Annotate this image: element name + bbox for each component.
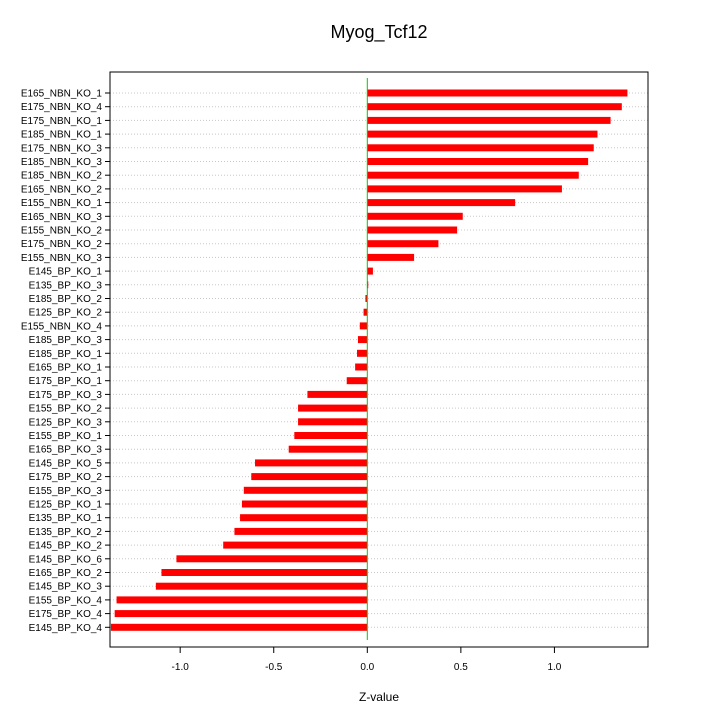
bar-E155_NBN_KO_2: [367, 226, 458, 234]
bar-E165_NBN_KO_3: [367, 212, 463, 220]
y-tick-label: E155_NBN_KO_4: [21, 321, 103, 332]
y-tick-label: E175_NBN_KO_2: [21, 239, 103, 250]
bar-E185_NBN_KO_1: [367, 130, 598, 138]
bar-E155_BP_KO_1: [294, 432, 368, 439]
bar-E165_NBN_KO_2: [367, 185, 562, 193]
y-tick-label: E165_NBN_KO_2: [21, 184, 103, 195]
bar-E135_BP_KO_2: [234, 527, 368, 535]
y-tick-label: E175_NBN_KO_1: [21, 116, 103, 127]
y-tick-label: E175_BP_KO_1: [29, 376, 103, 387]
y-tick-label: E155_BP_KO_1: [29, 431, 103, 442]
y-tick-label: E165_NBN_KO_3: [21, 212, 103, 223]
bar-E185_BP_KO_2: [365, 295, 368, 302]
bars: [110, 89, 628, 631]
bar-E175_NBN_KO_2: [367, 240, 439, 248]
bar-E175_NBN_KO_3: [367, 144, 594, 152]
y-tick-label: E145_BP_KO_1: [29, 267, 103, 278]
y-tick-label: E155_NBN_KO_3: [21, 253, 103, 264]
y-tick-label: E155_BP_KO_4: [29, 595, 103, 606]
bar-E125_BP_KO_3: [298, 418, 368, 426]
y-tick-label: E175_BP_KO_3: [29, 390, 103, 401]
bar-E165_BP_KO_1: [355, 363, 368, 371]
bar-E145_BP_KO_2: [223, 541, 368, 549]
bar-E185_NBN_KO_3: [367, 158, 589, 165]
y-tick-label: E165_BP_KO_1: [29, 363, 103, 374]
y-tick-label: E145_BP_KO_3: [29, 582, 103, 593]
y-tick-label: E175_BP_KO_4: [29, 609, 103, 620]
bar-E155_BP_KO_3: [243, 486, 368, 494]
y-tick-label: E165_NBN_KO_1: [21, 89, 103, 100]
bar-E145_BP_KO_1: [367, 267, 373, 275]
y-tick-label: E185_NBN_KO_2: [21, 171, 103, 182]
bar-E175_NBN_KO_4: [367, 103, 622, 111]
y-tick-label: E175_NBN_KO_4: [21, 102, 103, 113]
bar-E175_BP_KO_1: [346, 377, 368, 385]
y-tick-label: E185_BP_KO_2: [29, 294, 103, 305]
bar-E185_BP_KO_1: [357, 349, 368, 357]
bar-E165_NBN_KO_1: [367, 89, 628, 97]
x-tick-label: 0.0: [360, 662, 374, 673]
bar-E155_NBN_KO_1: [367, 199, 516, 207]
plot-frame: [109, 71, 649, 648]
y-tick-label: E155_BP_KO_3: [29, 486, 103, 497]
bar-E155_BP_KO_4: [116, 596, 368, 604]
bar-E125_BP_KO_1: [241, 500, 368, 508]
bar-E135_BP_KO_1: [240, 514, 368, 522]
bar-E125_BP_KO_2: [363, 308, 368, 316]
y-tick-label: E165_BP_KO_2: [29, 568, 103, 579]
y-tick-label: E185_NBN_KO_1: [21, 130, 103, 141]
y-tick-label: E185_NBN_KO_3: [21, 157, 103, 168]
y-tick-label: E145_BP_KO_6: [29, 554, 103, 565]
y-tick-label: E175_BP_KO_2: [29, 472, 103, 483]
bar-E155_NBN_KO_3: [367, 253, 415, 261]
x-axis-title: Z-value: [358, 690, 399, 704]
y-tick-label: E175_NBN_KO_3: [21, 143, 103, 154]
bar-E155_BP_KO_2: [298, 404, 368, 412]
chart-title: Myog_Tcf12: [330, 22, 428, 42]
y-tick-label: E145_BP_KO_2: [29, 541, 103, 552]
y-tick-label: E145_BP_KO_5: [29, 458, 103, 469]
bar-E175_BP_KO_4: [114, 610, 368, 618]
bar-E185_BP_KO_3: [357, 336, 368, 344]
y-tick-label: E155_NBN_KO_1: [21, 198, 103, 209]
y-tick-label: E135_BP_KO_2: [29, 527, 103, 538]
y-tick-label: E165_BP_KO_3: [29, 445, 103, 456]
bar-E145_BP_KO_3: [155, 582, 368, 590]
x-tick-label: -0.5: [265, 662, 283, 673]
y-tick-label: E155_BP_KO_2: [29, 404, 103, 415]
x-axis: -1.0 -0.5 0.0 0.5 1.0: [172, 647, 562, 673]
y-tick-label: E135_BP_KO_3: [29, 280, 103, 291]
y-tick-label: E135_BP_KO_1: [29, 513, 103, 524]
x-tick-label: 1.0: [547, 662, 561, 673]
bar-E165_BP_KO_3: [288, 445, 368, 453]
y-tick-label: E125_BP_KO_2: [29, 308, 103, 319]
bar-E155_NBN_KO_4: [359, 322, 368, 330]
x-tick-label: 0.5: [454, 662, 468, 673]
y-tick-label: E125_BP_KO_3: [29, 417, 103, 428]
bar-E145_BP_KO_6: [176, 555, 368, 563]
bar-E175_NBN_KO_1: [367, 116, 611, 124]
y-tick-label: E125_BP_KO_1: [29, 500, 103, 511]
y-tick-label: E155_NBN_KO_2: [21, 226, 103, 237]
bar-E185_NBN_KO_2: [367, 171, 579, 179]
y-tick-label: E185_BP_KO_3: [29, 335, 103, 346]
y-axis-labels: E165_NBN_KO_1 E175_NBN_KO_4 E175_NBN_KO_1 E…: [21, 89, 110, 634]
bar-E145_BP_KO_5: [255, 459, 368, 467]
bar-E175_BP_KO_2: [251, 473, 368, 481]
y-tick-label: E185_BP_KO_1: [29, 349, 103, 360]
bar-E165_BP_KO_2: [161, 569, 368, 576]
x-tick-label: -1.0: [172, 662, 190, 673]
y-tick-label: E145_BP_KO_4: [29, 623, 103, 634]
bar-E175_BP_KO_3: [307, 390, 368, 398]
bar-E145_BP_KO_4: [110, 623, 368, 631]
